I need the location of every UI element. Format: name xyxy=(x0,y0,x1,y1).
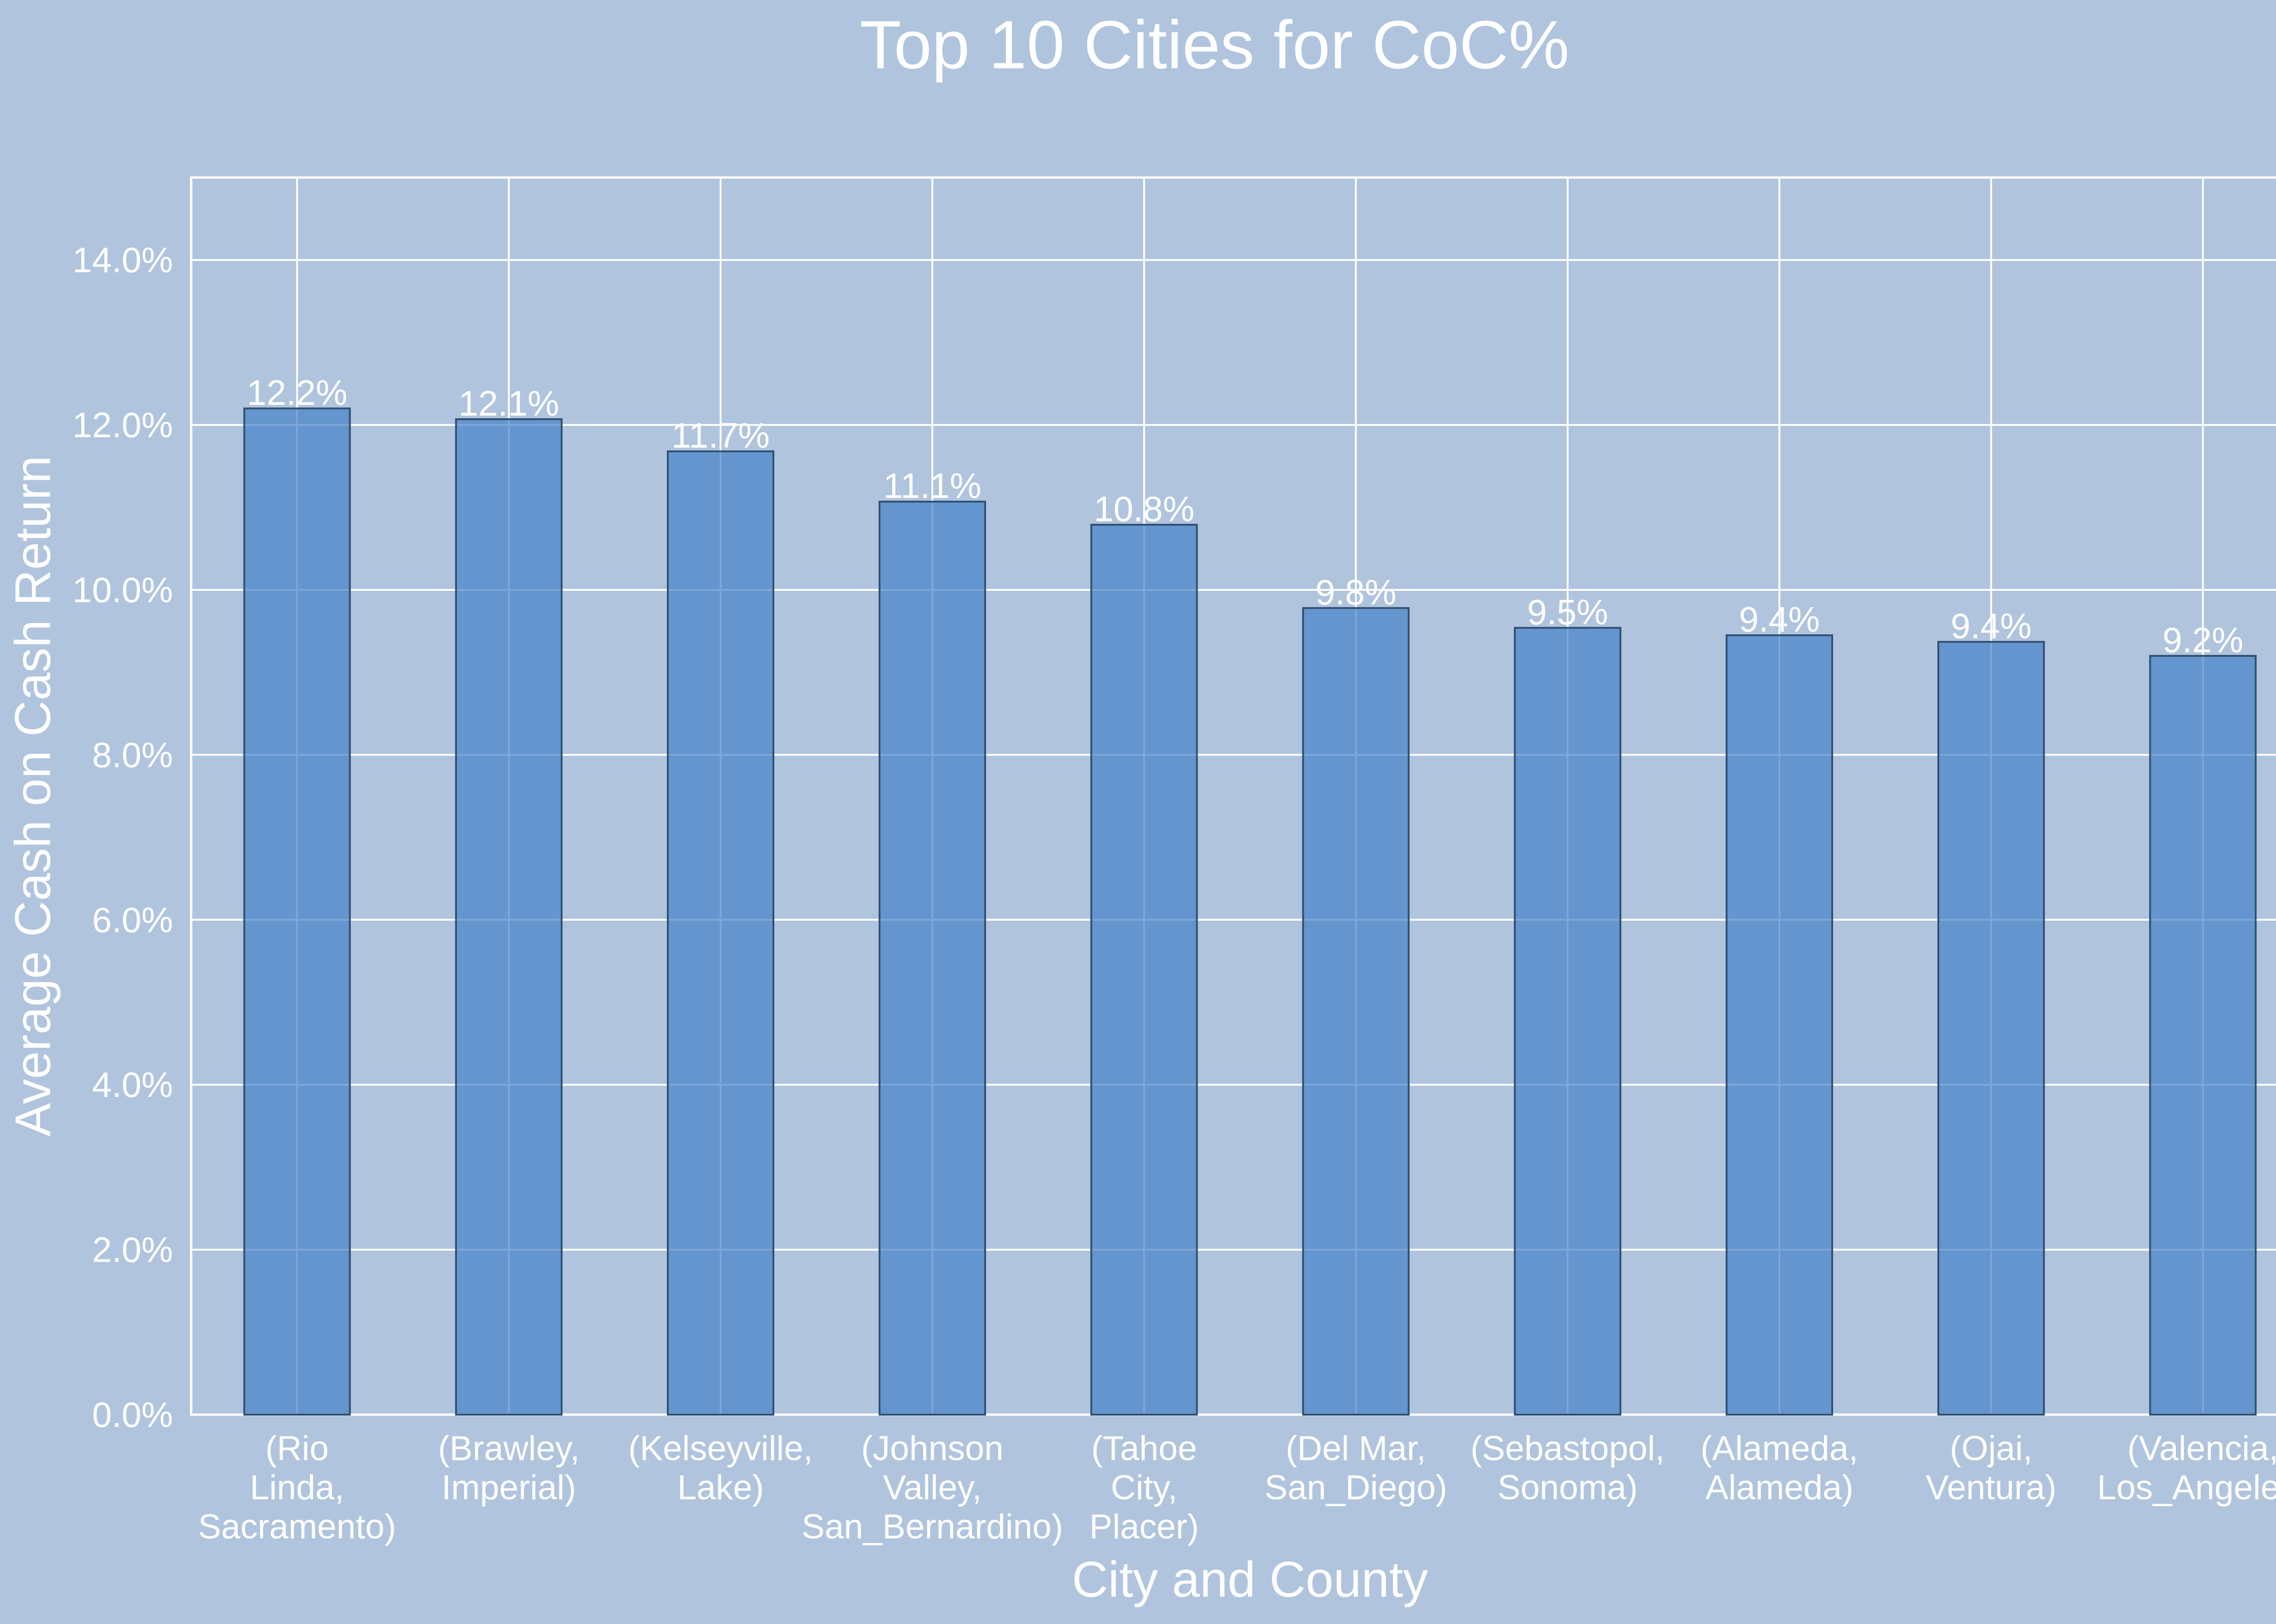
bar xyxy=(455,418,563,1416)
bar xyxy=(1090,523,1198,1416)
bar-value-label: 9.5% xyxy=(1527,592,1608,632)
x-tick-label: (Valencia,Los_Angeles) xyxy=(2097,1429,2276,1507)
x-tick-label: (Johnson Valley, San_Bernardino) xyxy=(802,1429,1063,1546)
x-tick-label: (Tahoe City, Placer) xyxy=(1089,1429,1199,1546)
bar-value-label: 9.8% xyxy=(1316,572,1397,612)
bar-value-label: 9.4% xyxy=(1739,599,1820,639)
bar-value-label: 9.2% xyxy=(2163,620,2244,660)
bars xyxy=(243,407,2257,1416)
bar xyxy=(1726,634,1833,1416)
y-tick-label: 8.0% xyxy=(92,735,173,775)
bar-value-label: 12.1% xyxy=(458,383,559,423)
bar-value-label: 10.8% xyxy=(1094,489,1194,529)
y-tick-label: 10.0% xyxy=(72,570,173,610)
y-tick-label: 14.0% xyxy=(72,240,173,280)
data-labels: 12.2% 12.1% 11.7% 11.1% 10.8% 9.8% 9.5% 9.4% 9.4… xyxy=(247,372,2243,660)
y-tick-label: 2.0% xyxy=(92,1230,173,1270)
bar xyxy=(879,501,986,1416)
bar-value-label: 11.7% xyxy=(671,416,769,456)
y-axis-label: Average Cash on Cash Return xyxy=(5,456,61,1137)
x-axis-ticks: (Rio Linda, Sacramento) (Brawley, Imperial) (… xyxy=(198,1429,2276,1546)
bar xyxy=(2149,655,2257,1416)
bar xyxy=(1514,627,1621,1416)
chart-title: Top 10 Cities for CoC% xyxy=(860,6,1570,83)
x-tick-label: (Kelseyville, Lake) xyxy=(628,1429,813,1507)
y-axis-ticks: 0.0% 2.0% 4.0% 6.0% 8.0% 10.0% 12.0% 14.0% xyxy=(72,240,173,1435)
bar-value-label: 12.2% xyxy=(247,372,347,412)
bar xyxy=(243,407,351,1416)
x-tick-label: (Ojai, Ventura) xyxy=(1926,1429,2057,1507)
y-tick-label: 4.0% xyxy=(92,1065,173,1105)
bar xyxy=(1302,607,1410,1416)
x-axis-label: City and County xyxy=(1072,1552,1428,1608)
x-tick-label: (Del Mar, San_Diego) xyxy=(1265,1429,1447,1507)
x-tick-label: (Rio Linda, Sacramento) xyxy=(198,1429,396,1546)
y-tick-label: 0.0% xyxy=(92,1395,173,1435)
bar xyxy=(667,450,774,1416)
plot-area: 12.2% 12.1% 11.7% 11.1% 10.8% 9.8% 9.5% 9.4% 9.4… xyxy=(190,176,2276,1416)
x-tick-label: (Alameda, Alameda) xyxy=(1701,1429,1858,1507)
y-tick-label: 12.0% xyxy=(72,405,173,445)
bar-value-label: 11.1% xyxy=(884,466,981,506)
bar-value-label: 9.4% xyxy=(1951,606,2032,646)
bar xyxy=(1937,641,2045,1416)
y-tick-label: 6.0% xyxy=(92,900,173,940)
x-tick-label: (Sebastopol, Sonoma) xyxy=(1470,1429,1665,1507)
x-tick-label: (Brawley, Imperial) xyxy=(438,1429,579,1507)
